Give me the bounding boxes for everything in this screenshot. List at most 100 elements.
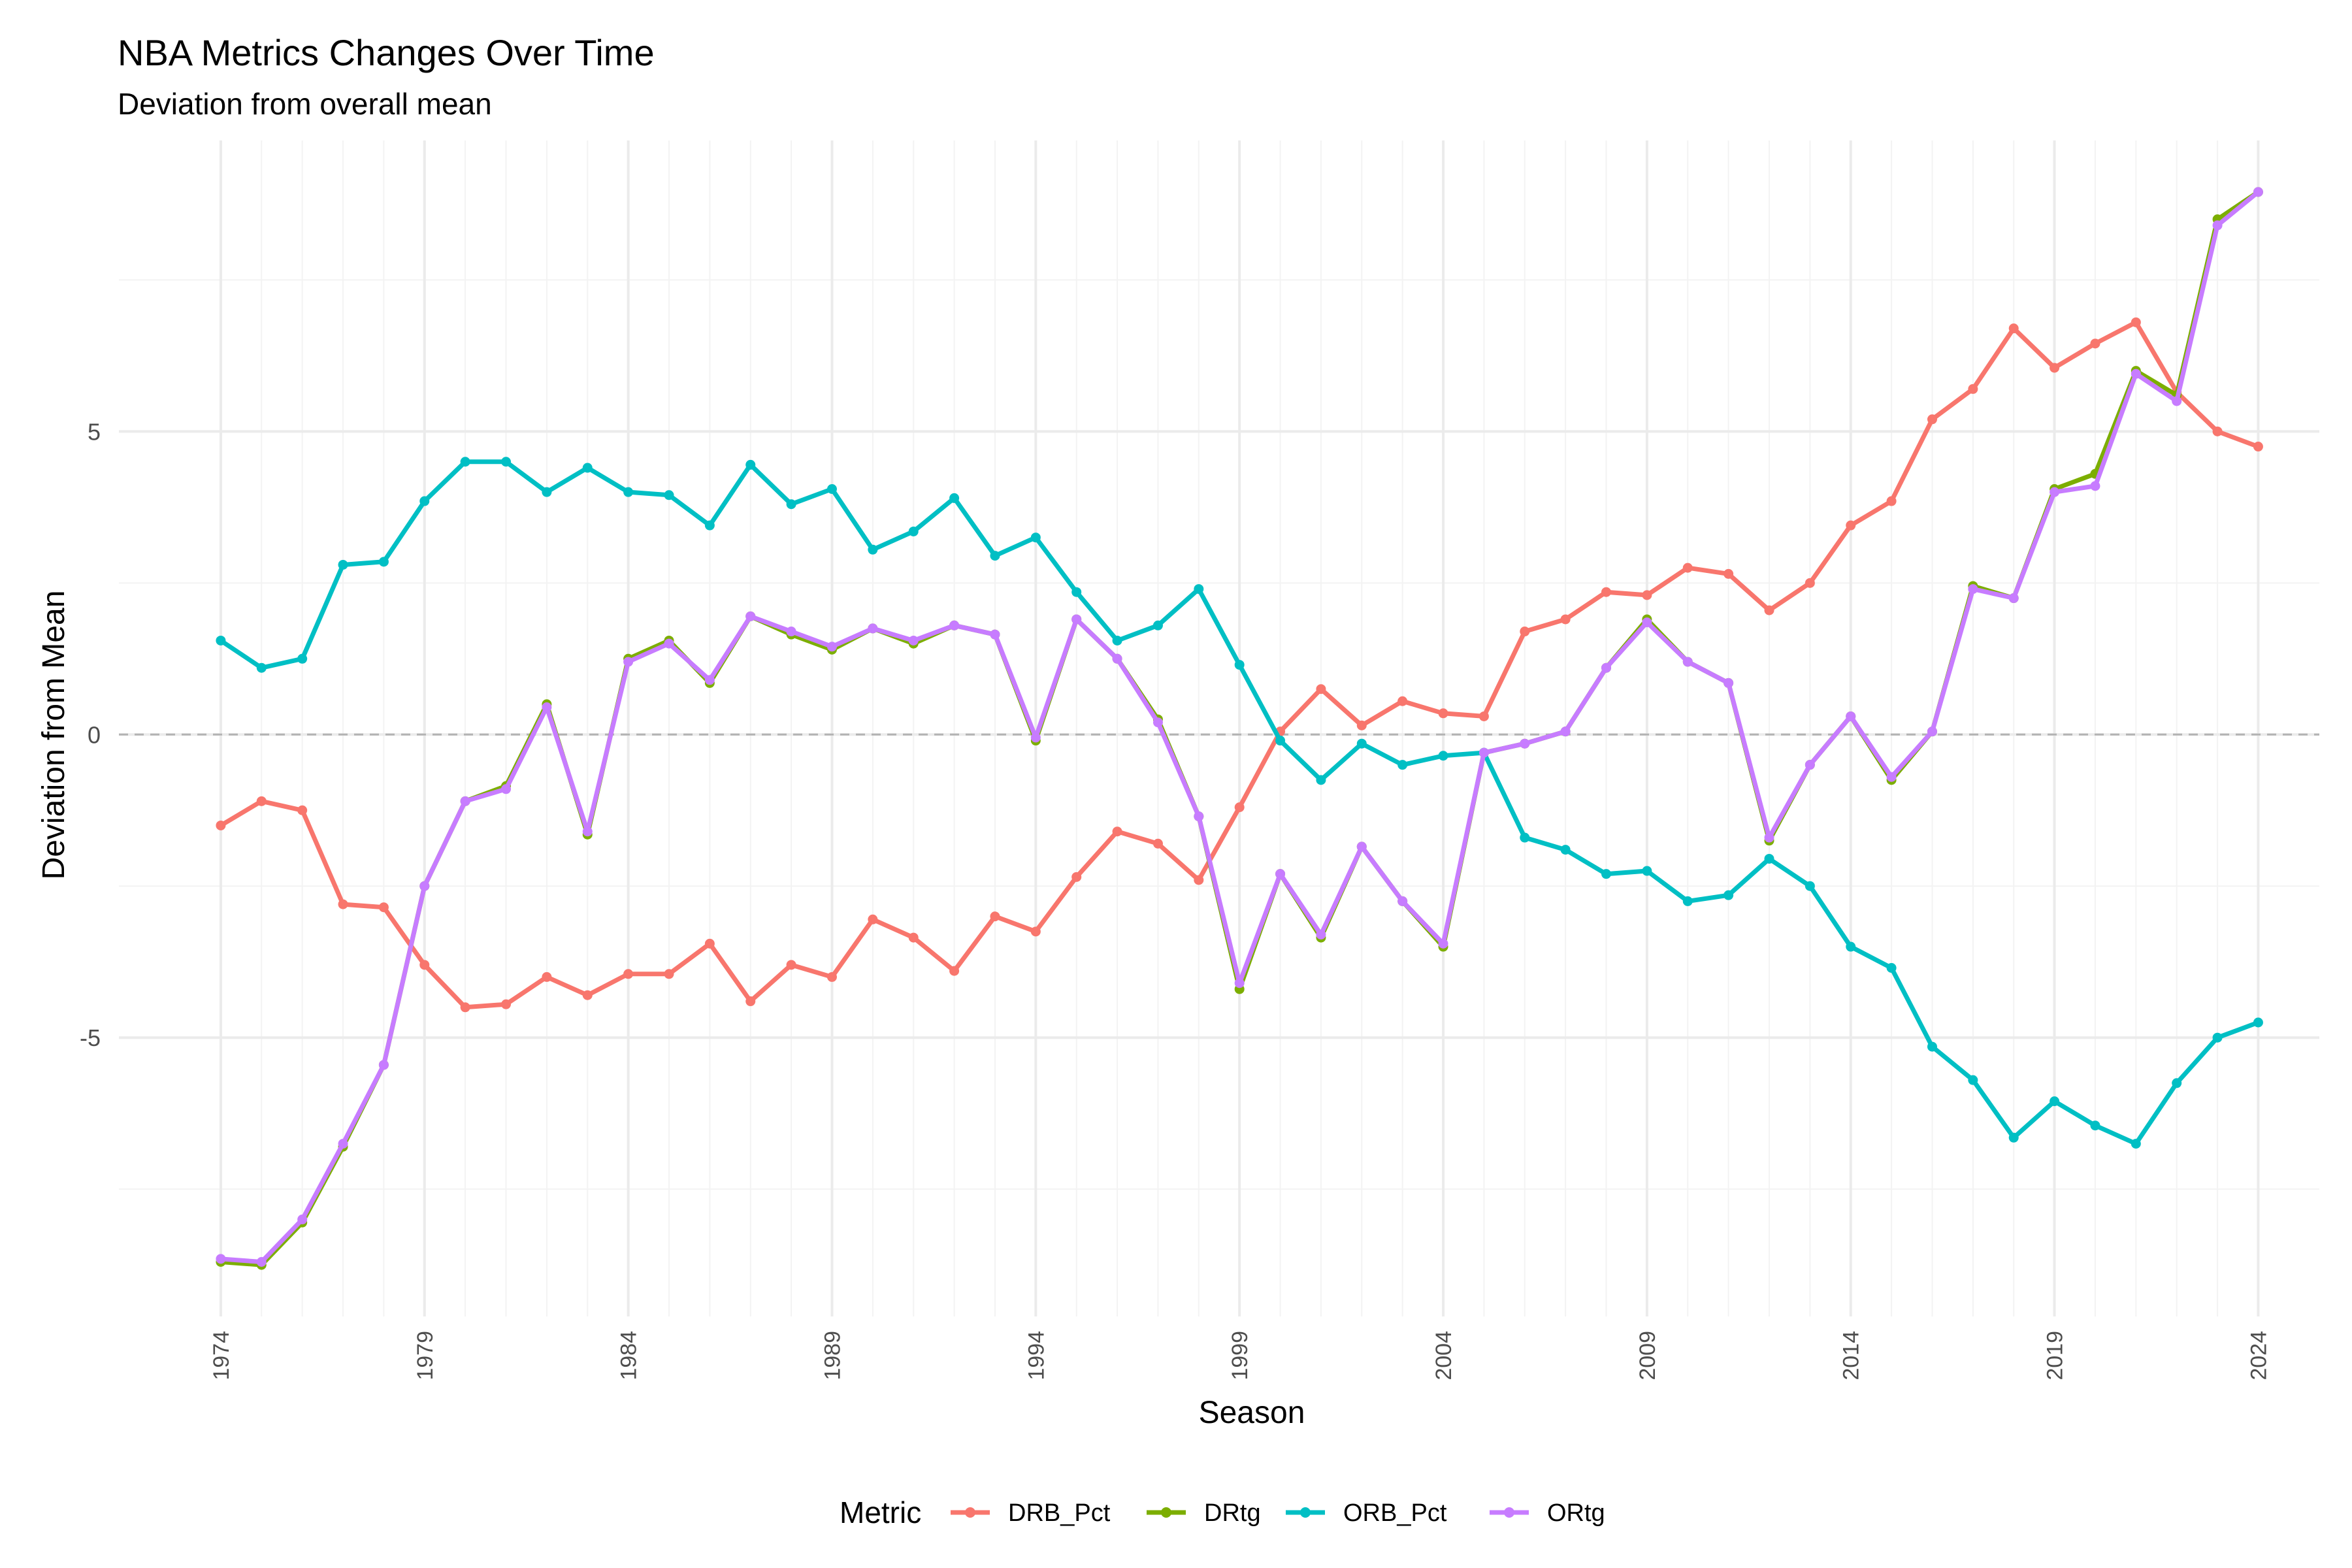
data-point (256, 1256, 267, 1267)
data-point (1968, 384, 1978, 394)
data-point (1764, 832, 1774, 843)
data-point (1601, 662, 1612, 673)
data-point (1356, 720, 1367, 730)
data-point (1682, 563, 1693, 573)
x-tick-label: 1999 (1228, 1331, 1252, 1380)
data-point (1682, 657, 1693, 667)
data-point (1520, 738, 1530, 749)
data-point (1316, 929, 1326, 939)
data-point (745, 611, 756, 621)
y-tick-label: 5 (88, 418, 101, 445)
data-point (1601, 869, 1612, 879)
data-point (378, 902, 389, 913)
data-point (1764, 605, 1774, 615)
x-tick-label: 1979 (413, 1331, 438, 1380)
data-point (1723, 678, 1734, 688)
data-point (216, 635, 226, 645)
data-point (1234, 802, 1245, 813)
data-point (1397, 760, 1408, 770)
data-point (1968, 584, 1978, 595)
legend: Metric DRB_Pct DRtg ORB_Pct ORtg (840, 1495, 1605, 1529)
data-point (1316, 775, 1326, 785)
x-tick-label: 2014 (1839, 1331, 1864, 1380)
data-point (2131, 1139, 2141, 1149)
data-point (1152, 620, 1163, 630)
data-point (1071, 614, 1082, 625)
data-point (1030, 732, 1041, 743)
data-point (623, 487, 634, 497)
data-point (1642, 866, 1652, 876)
series-ortg (216, 187, 2263, 1267)
data-point (542, 972, 552, 982)
data-point (1071, 872, 1082, 882)
data-point (990, 911, 1000, 922)
y-tick-label: 0 (88, 721, 101, 748)
data-point (1071, 587, 1082, 597)
data-point (745, 459, 756, 470)
data-point (1846, 711, 1856, 721)
data-point (1030, 532, 1041, 543)
data-point (256, 662, 267, 673)
data-point (338, 559, 348, 570)
data-point (786, 960, 796, 970)
data-point (745, 996, 756, 1007)
data-point (826, 484, 837, 495)
data-point (2253, 187, 2263, 197)
data-point (2172, 396, 2182, 406)
data-point (1152, 717, 1163, 728)
data-point (1438, 751, 1448, 761)
data-point (582, 463, 593, 473)
data-point (2212, 220, 2223, 231)
x-axis-label: Season (1199, 1396, 1305, 1430)
data-point (949, 493, 960, 503)
data-point (2008, 593, 2019, 604)
data-point (378, 557, 389, 567)
data-point (1805, 881, 1815, 891)
data-point (908, 526, 919, 536)
data-point (1356, 738, 1367, 749)
data-point (1030, 926, 1041, 937)
data-point (419, 496, 430, 506)
data-point (908, 635, 919, 645)
data-point (868, 914, 878, 924)
data-point (1478, 711, 1489, 721)
data-point (826, 972, 837, 982)
x-tick-label: 2009 (1635, 1331, 1660, 1380)
data-point (2172, 1078, 2182, 1088)
data-point (419, 881, 430, 891)
data-point (664, 638, 674, 649)
data-point (1642, 617, 1652, 628)
data-point (1356, 841, 1367, 852)
legend-key-point (1504, 1507, 1514, 1518)
data-point (868, 544, 878, 555)
y-tick-label: -5 (80, 1024, 101, 1051)
data-point (1927, 727, 1937, 737)
data-point (256, 796, 267, 806)
legend-item-drtg: DRtg (1147, 1499, 1261, 1527)
x-tick-label: 1984 (617, 1331, 642, 1380)
x-axis-tick-labels: 1974 1979 1984 1989 1994 1999 2004 2009 2014 2019… (209, 1331, 2272, 1380)
legend-label: DRtg (1204, 1499, 1261, 1527)
data-point (501, 999, 512, 1009)
data-point (460, 796, 470, 806)
data-point (1846, 941, 1856, 952)
data-point (1520, 832, 1530, 843)
data-point (868, 623, 878, 634)
x-tick-label: 2004 (1431, 1331, 1456, 1380)
data-point (2050, 487, 2060, 497)
data-point (664, 490, 674, 500)
data-point (1194, 584, 1204, 595)
legend-key-point (965, 1507, 975, 1518)
data-point (1316, 684, 1326, 694)
data-point (542, 702, 552, 713)
data-point (704, 675, 715, 685)
data-point (1152, 838, 1163, 849)
x-tick-label: 1994 (1024, 1331, 1049, 1380)
data-point (990, 629, 1000, 640)
data-point (1805, 760, 1815, 770)
data-point (623, 657, 634, 667)
data-point (2050, 363, 2060, 373)
data-point (2131, 317, 2141, 327)
data-point (460, 1002, 470, 1013)
data-point (1927, 1041, 1937, 1052)
